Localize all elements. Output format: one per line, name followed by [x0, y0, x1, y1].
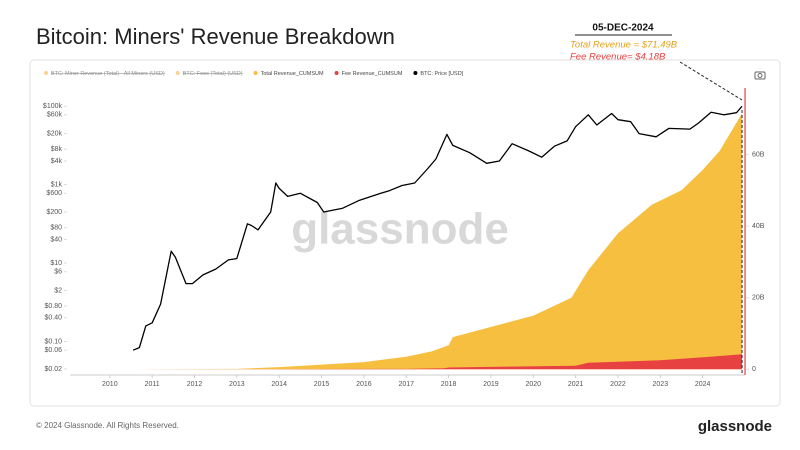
x-tick-label: 2013	[229, 381, 245, 388]
y-tick-label: $10	[50, 260, 62, 267]
y2-tick-label: 0	[752, 366, 756, 373]
y-tick-label: $4k	[51, 158, 63, 165]
camera-body	[754, 71, 766, 80]
legend-swatch	[253, 71, 258, 75]
annotation-fee: Fee Revenue= $4.18B	[570, 52, 666, 63]
area	[133, 354, 743, 370]
x-tick-label: 2019	[483, 381, 499, 388]
annotation-leader	[679, 61, 743, 101]
x-tick-label: 2017	[398, 381, 414, 388]
legend-label: Total Revenue_CUMSUM	[261, 71, 324, 77]
y2-tick-label: 60B	[752, 151, 765, 158]
y-tick-label: $6	[54, 269, 62, 276]
legend-label: Fee Revenue_CUMSUM	[342, 71, 403, 77]
x-tick-label: 2022	[610, 381, 626, 388]
y2-tick-label: 20B	[752, 295, 765, 302]
price-line	[132, 105, 743, 351]
legend-label: BTC: Miner Revenue (Total) - All Miners …	[51, 71, 165, 77]
x-tick-label: 2020	[525, 381, 541, 388]
y-tick-label: $0.40	[44, 315, 62, 322]
watermark: glassnode	[291, 205, 509, 254]
legend-swatch	[44, 71, 48, 75]
legend-label: BTC: Fees (Total) (USD)	[183, 71, 243, 77]
legend-swatch	[413, 71, 418, 75]
x-tick-label: 2018	[441, 381, 457, 388]
y-tick-label: $0.10	[44, 338, 62, 345]
y-tick-label: $600	[46, 190, 62, 197]
x-tick-label: 2011	[145, 381, 160, 388]
x-tick-label: 2021	[568, 381, 584, 388]
y2-tick-label: 40B	[752, 223, 765, 230]
y-tick-label: $0.02	[44, 366, 62, 373]
x-tick-label: 2016	[356, 381, 372, 388]
x-tick-label: 2010	[102, 381, 118, 388]
x-tick-label: 2014	[271, 381, 287, 388]
y-tick-label: $1k	[51, 181, 63, 188]
x-tick-label: 2024	[695, 381, 711, 388]
y-tick-label: $2	[54, 287, 62, 294]
camera-icon[interactable]	[754, 71, 766, 80]
y-tick-label: $8k	[51, 146, 63, 153]
y-tick-label: $200	[46, 209, 62, 216]
brand-logo: glassnode	[698, 418, 772, 435]
chart-title: Bitcoin: Miners' Revenue Breakdown	[36, 24, 395, 49]
x-tick-label: 2012	[187, 381, 203, 388]
legend-swatch	[175, 71, 180, 75]
y-tick-label: $60k	[47, 112, 63, 119]
x-tick-label: 2015	[314, 381, 330, 388]
area	[133, 113, 743, 370]
y-tick-label: $100k	[43, 103, 63, 110]
camera-lens	[757, 73, 763, 78]
annotation-date: 05-DEC-2024	[592, 23, 654, 34]
legend-swatch	[334, 71, 339, 75]
y-tick-label: $0.80	[44, 303, 62, 310]
y-tick-label: $20k	[47, 130, 63, 137]
y-tick-label: $40	[50, 236, 62, 243]
y-tick-label: $0.06	[44, 347, 62, 354]
footer: © 2024 Glassnode. All Rights Reserved.	[36, 421, 179, 430]
legend-label: BTC: Price [USD]	[420, 71, 463, 77]
y-tick-label: $80	[50, 224, 62, 231]
x-tick-label: 2023	[653, 381, 669, 388]
annotation-total: Total Revenue = $71.49B	[570, 40, 678, 51]
